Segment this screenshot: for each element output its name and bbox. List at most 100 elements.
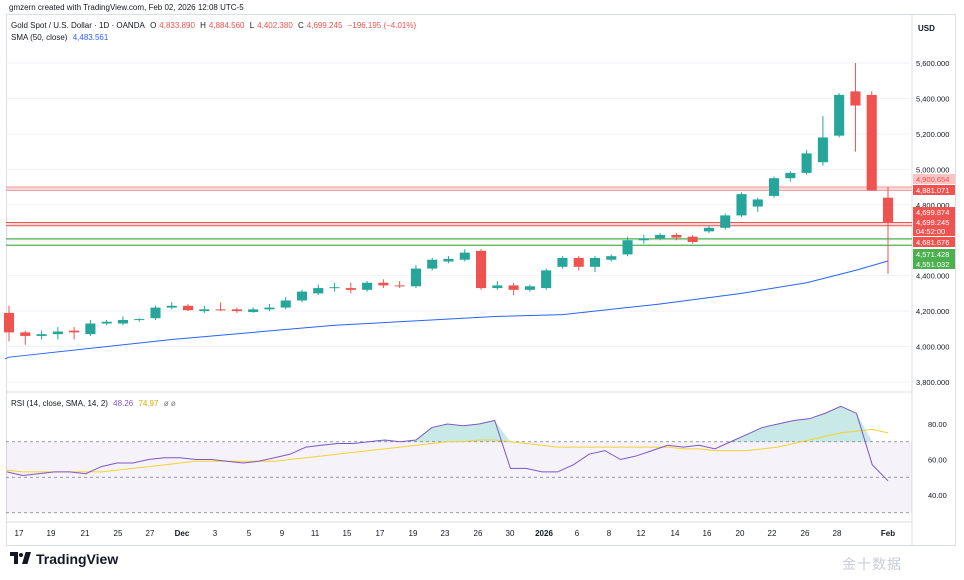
candle-body <box>394 285 405 287</box>
ohlc-low-label: L <box>249 21 255 30</box>
candle-body <box>345 288 356 290</box>
candle-body <box>150 307 161 319</box>
time-axis-label: 14 <box>671 529 680 538</box>
candle-body <box>69 330 80 333</box>
ohlc-high-label: H <box>200 21 206 30</box>
time-axis-label: 2026 <box>535 529 553 538</box>
candle-body <box>378 282 389 286</box>
price-tick-label: 5,200.000 <box>916 130 949 139</box>
time-axis-label: 28 <box>833 529 842 538</box>
sma-value: 4,483.561 <box>72 33 109 42</box>
candle-body <box>231 309 242 312</box>
ohlc-close-value: 4,699.245 <box>306 21 343 30</box>
watermark: 金十数据 <box>842 556 902 572</box>
time-axis-label: 3 <box>213 529 218 538</box>
price-change: −196.195 (−4.01%) <box>347 21 417 30</box>
price-axis-badge-label: 4,900.654 <box>916 175 949 184</box>
candle-body <box>557 257 568 267</box>
time-axis-label: 11 <box>311 529 320 538</box>
rsi-ma-line <box>6 428 889 473</box>
candle-body <box>834 94 845 136</box>
tradingview-logo: TradingView <box>10 551 118 567</box>
candle-body <box>166 305 177 308</box>
time-axis-label: 15 <box>343 529 352 538</box>
candle-body <box>850 91 861 106</box>
candle-body <box>183 305 194 311</box>
price-axis-badge <box>913 249 955 259</box>
time-axis-label: Feb <box>881 529 895 538</box>
time-axis-label: 8 <box>607 529 612 538</box>
candle-body <box>769 178 780 196</box>
candle-body <box>703 227 714 232</box>
ohlc-low-value: 4,402.380 <box>257 21 293 30</box>
price-tick-label: 4,400.000 <box>916 272 949 281</box>
sma-legend[interactable]: SMA (50, close) 4,483.561 <box>11 33 111 42</box>
candle-body <box>329 287 340 289</box>
candle-body <box>801 153 812 173</box>
rsi-value: 48.26 <box>113 399 134 408</box>
time-axis-label: 22 <box>768 529 777 538</box>
candle-body <box>606 256 617 260</box>
sma-line <box>4 260 889 360</box>
ohlc-high-value: 4,884.560 <box>208 21 245 30</box>
attribution-text: gmzern created with TradingView.com, Feb… <box>9 3 244 12</box>
currency-label[interactable]: USD <box>918 24 935 33</box>
brand-name: TradingView <box>36 551 119 567</box>
rsi-tick-label: 80.00 <box>928 420 947 429</box>
price-axis-badge-label: 04:52:00 <box>916 227 945 236</box>
candle-body <box>199 309 210 312</box>
candle-body <box>655 234 666 239</box>
candle-body <box>882 197 894 223</box>
candle-body <box>476 250 487 289</box>
rsi-legend[interactable]: RSI (14, close, SMA, 14, 2) 48.26 74.97 … <box>11 399 179 408</box>
candle-body <box>492 285 503 289</box>
candle-body <box>443 258 454 262</box>
time-axis-label: 17 <box>376 529 385 538</box>
price-tick-label: 4,200.000 <box>916 307 949 316</box>
time-axis-label: 25 <box>114 529 123 538</box>
price-axis-badge-label: 4,699.874 <box>916 208 949 217</box>
price-axis-badge <box>913 207 955 217</box>
time-axis-label: 30 <box>506 529 515 538</box>
time-axis-label: 5 <box>247 529 252 538</box>
price-tick-label: 5,400.000 <box>916 94 949 103</box>
time-axis-label: 23 <box>441 529 450 538</box>
price-axis-badge <box>913 237 955 247</box>
candle-body <box>427 259 438 269</box>
candle-body <box>687 236 698 242</box>
symbol-title[interactable]: Gold Spot / U.S. Dollar · 1D · OANDA <box>11 21 145 30</box>
rsi-tick-label: 40.00 <box>928 491 947 500</box>
candle-body <box>785 172 796 179</box>
symbol-legend: Gold Spot / U.S. Dollar · 1D · OANDA O 4,… <box>11 21 419 30</box>
candle-body <box>589 257 601 267</box>
price-chart[interactable]: 3,800.0004,000.0004,200.0004,400.0004,60… <box>0 0 964 546</box>
time-axis-label: 6 <box>575 529 580 538</box>
candle-body <box>101 321 112 324</box>
price-axis-badge <box>913 217 955 227</box>
candle-body <box>313 288 324 294</box>
candle-body <box>296 291 308 301</box>
candle-body <box>280 300 291 308</box>
candle-body <box>134 319 145 321</box>
candle-body <box>508 285 519 290</box>
rsi-label: RSI (14, close, SMA, 14, 2) <box>11 399 108 408</box>
price-tick-label: 3,800.000 <box>916 378 949 387</box>
time-axis-label: 17 <box>15 529 24 538</box>
candle-body <box>541 270 552 289</box>
candle-body <box>622 240 633 255</box>
candle-body <box>573 257 584 267</box>
candle-body <box>3 312 15 333</box>
candle-body <box>52 331 63 335</box>
price-tick-label: 4,800.000 <box>916 201 949 210</box>
time-axis-label: 26 <box>474 529 483 538</box>
rsi-line <box>6 405 889 482</box>
candle-body <box>85 323 96 335</box>
price-tick-label: 4,000.000 <box>916 343 949 352</box>
chart-frame <box>6 14 956 546</box>
price-axis-badge-label: 4,681.676 <box>916 238 949 247</box>
candle-body <box>817 137 828 163</box>
time-axis-label: 26 <box>801 529 810 538</box>
candle-body <box>410 268 421 287</box>
sma-label: SMA (50, close) <box>11 33 68 42</box>
time-axis-label: 12 <box>637 529 646 538</box>
